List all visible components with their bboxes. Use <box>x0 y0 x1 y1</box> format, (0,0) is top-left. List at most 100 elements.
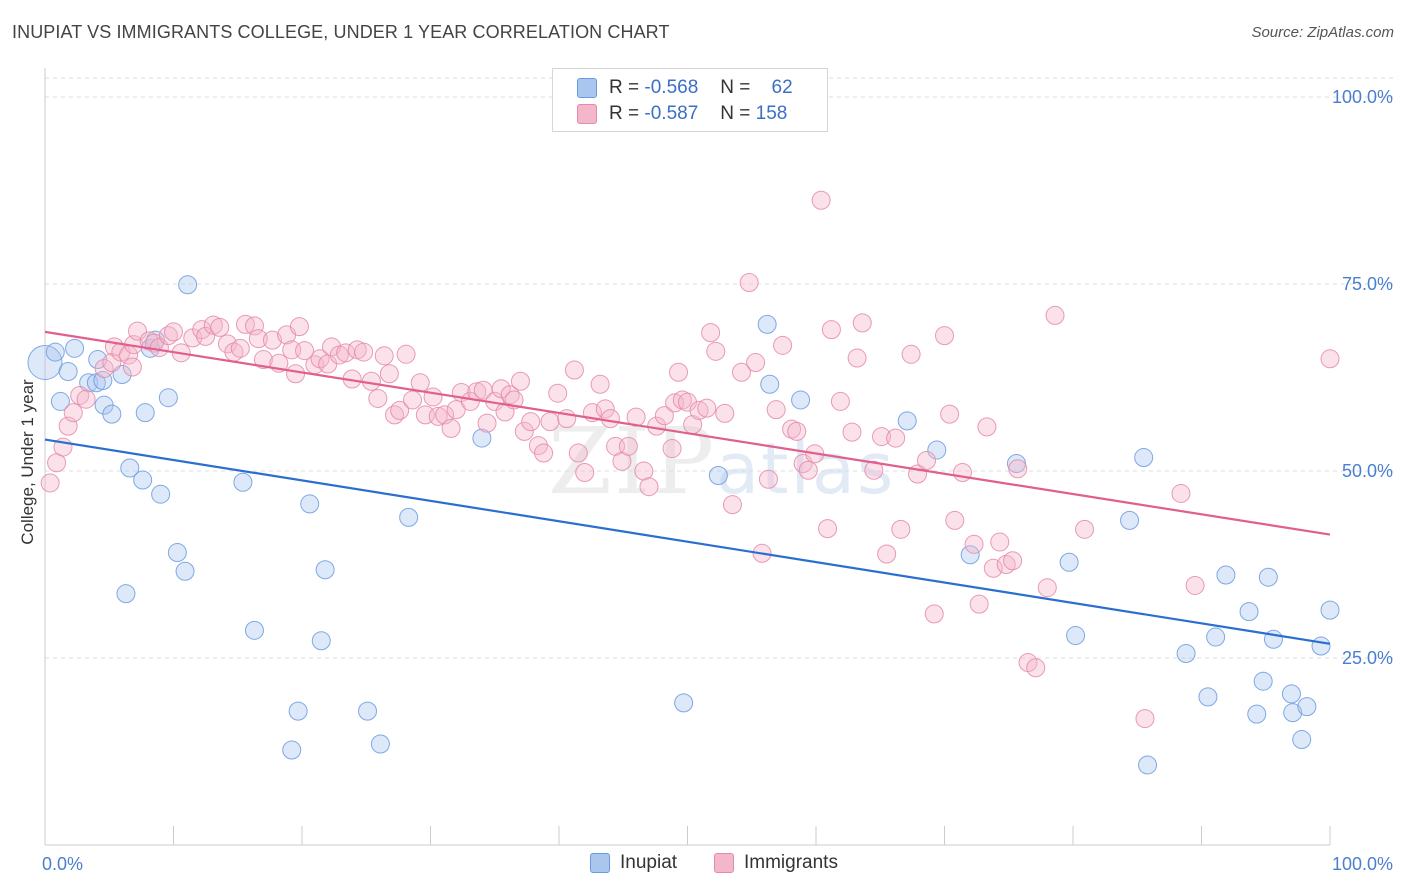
immigrants-point <box>697 398 717 418</box>
immigrants-point <box>634 461 654 481</box>
inupiat-point <box>58 362 78 382</box>
immigrants-point <box>253 350 273 370</box>
immigrants-point <box>787 421 807 441</box>
legend-n-label: N = <box>720 77 751 98</box>
immigrants-point <box>877 544 897 564</box>
inupiat-point <box>927 440 947 460</box>
immigrants-point <box>618 436 638 456</box>
y-tick-label: 100.0% <box>1332 87 1393 107</box>
inupiat-point <box>1134 448 1154 468</box>
inupiat-point <box>1320 600 1340 620</box>
inupiat-point <box>65 338 85 358</box>
immigrants-point <box>990 532 1010 552</box>
immigrants-point <box>654 406 674 426</box>
immigrants-point <box>568 443 588 463</box>
legend-n-label: N = <box>720 103 751 124</box>
immigrants-point <box>847 348 867 368</box>
immigrants-point <box>441 418 461 438</box>
immigrants-point <box>977 417 997 437</box>
immigrants-point <box>40 473 60 493</box>
y-tick-label: 50.0% <box>1342 461 1393 481</box>
inupiat-point <box>1283 703 1303 723</box>
inupiat-point <box>300 494 320 514</box>
legend-r-label: R = <box>609 103 640 124</box>
immigrants-point <box>510 371 530 391</box>
inupiat-point <box>116 584 136 604</box>
immigrants-point <box>731 362 751 382</box>
trend-lines <box>44 330 1331 645</box>
chart-title: INUPIAT VS IMMIGRANTS COLLEGE, UNDER 1 Y… <box>12 22 670 42</box>
y-tick-label: 75.0% <box>1342 274 1393 294</box>
immigrants-point <box>548 383 568 403</box>
inupiat-point <box>757 314 777 334</box>
immigrants-point <box>886 428 906 448</box>
immigrants-point <box>564 360 584 380</box>
immigrants-point <box>935 326 954 346</box>
legend-n-value: 158 <box>755 103 788 124</box>
immigrants-point <box>924 604 944 624</box>
immigrants-point <box>917 451 937 471</box>
x-tick-label-min: 0.0% <box>42 854 83 874</box>
immigrants-point <box>322 337 342 357</box>
immigrants-point <box>600 409 620 429</box>
immigrants-point <box>477 413 497 433</box>
inupiat-point <box>472 428 492 448</box>
immigrants-point <box>76 389 96 409</box>
immigrants-point <box>969 594 989 614</box>
immigrants-point <box>390 400 410 420</box>
immigrants-point <box>590 374 610 394</box>
immigrants-point <box>811 190 831 210</box>
inupiat-point <box>120 458 140 478</box>
immigrants-point <box>428 406 448 426</box>
immigrants-point <box>500 385 520 405</box>
immigrants-point <box>396 344 416 364</box>
immigrants-point <box>262 330 282 350</box>
series-legend-inupiat[interactable]: Inupiat <box>590 852 677 874</box>
inupiat-point <box>1239 602 1259 622</box>
inupiat-point <box>674 693 694 713</box>
immigrants-point <box>423 387 443 407</box>
immigrants-point <box>818 519 838 539</box>
inupiat-point <box>315 560 335 580</box>
immigrants-point <box>891 519 911 539</box>
inupiat-point <box>399 507 419 527</box>
series-legend-immigrants[interactable]: Immigrants <box>714 852 838 874</box>
immigrants-point <box>361 371 381 391</box>
immigrants-point <box>722 495 742 515</box>
immigrants-point <box>952 462 972 482</box>
immigrants-point <box>852 313 872 333</box>
inupiat-point <box>1059 552 1079 572</box>
series-legend: Inupiat Immigrants <box>0 852 1406 878</box>
inupiat-point <box>1176 644 1196 664</box>
immigrants-point <box>210 317 230 337</box>
series-label-immigrants: Immigrants <box>744 852 838 873</box>
immigrants-point <box>746 353 766 373</box>
immigrants-point <box>1026 658 1046 678</box>
immigrants-point <box>595 399 615 419</box>
immigrants-point <box>945 510 965 530</box>
inupiat-point <box>282 740 302 760</box>
inupiat-point <box>1206 627 1226 647</box>
inupiat-point <box>45 342 65 362</box>
immigrants-point <box>639 477 659 497</box>
immigrants-point <box>94 359 114 379</box>
inupiat-trend-line <box>44 438 1331 645</box>
immigrants-point <box>706 341 726 361</box>
immigrants-point <box>940 404 960 424</box>
grid <box>45 77 1395 659</box>
immigrants-point <box>1008 459 1028 479</box>
immigrants-point <box>158 326 178 346</box>
inupiat-point <box>1253 671 1273 691</box>
inupiat-point <box>1292 730 1312 750</box>
immigrants-point <box>872 427 892 447</box>
immigrants-point <box>798 460 818 480</box>
inupiat-point <box>1247 704 1267 724</box>
immigrants-point <box>403 390 423 410</box>
inupiat-point <box>708 465 728 485</box>
immigrants-point <box>782 419 802 439</box>
inupiat-point <box>102 404 122 424</box>
immigrants-point <box>983 558 1003 578</box>
immigrants-point <box>864 460 884 480</box>
immigrants-point <box>901 344 921 364</box>
immigrants-point <box>514 421 534 441</box>
